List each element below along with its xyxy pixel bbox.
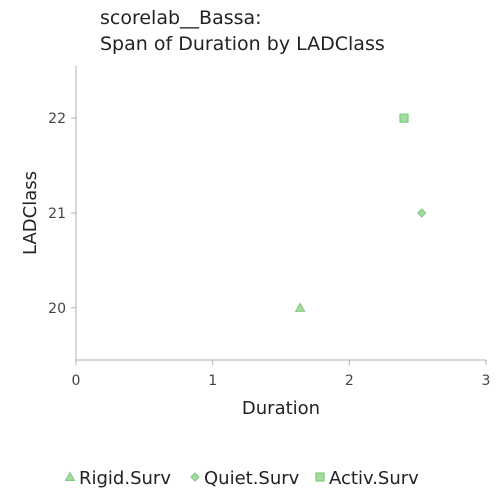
data-point-quiet-surv: [417, 208, 427, 218]
legend-marker-activ-surv: [315, 472, 325, 482]
plot-area: 0 1 2 3 20 21 22: [48, 66, 490, 389]
legend-label-quiet-surv: Quiet.Surv: [204, 468, 300, 489]
legend-marker-rigid-surv: [64, 471, 76, 481]
x-tick-label: 3: [482, 373, 491, 389]
y-tick-label: 22: [48, 111, 66, 127]
chart-title-line-1: scorelab__Bassa:: [100, 7, 262, 29]
data-point-activ-surv: [399, 113, 409, 123]
x-axis-title: Duration: [242, 398, 320, 419]
y-ticks: 20 21 22: [48, 111, 76, 317]
legend-label-rigid-surv: Rigid.Surv: [79, 468, 171, 489]
x-ticks: 0 1 2 3: [72, 360, 491, 389]
y-axis-title: LADClass: [20, 171, 41, 255]
legend-label-activ-surv: Activ.Surv: [329, 468, 419, 489]
chart-title-line-2: Span of Duration by LADClass: [100, 33, 385, 55]
legend-marker-quiet-surv: [190, 472, 200, 482]
x-tick-label: 0: [72, 373, 81, 389]
y-tick-label: 21: [48, 206, 66, 222]
legend: Rigid.Surv Quiet.Surv Activ.Surv: [64, 468, 419, 489]
x-tick-label: 1: [208, 373, 217, 389]
y-tick-label: 20: [48, 301, 66, 317]
chart-title: scorelab__Bassa: Span of Duration by LAD…: [100, 7, 385, 55]
x-tick-label: 2: [345, 373, 354, 389]
data-points: [294, 113, 427, 312]
data-point-rigid-surv: [294, 302, 306, 312]
